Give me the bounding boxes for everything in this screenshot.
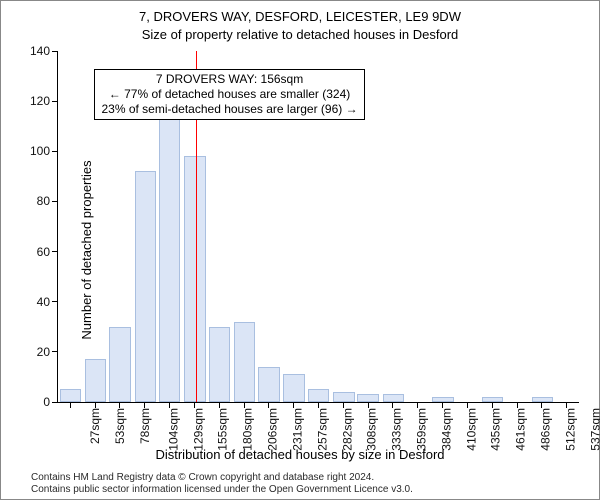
- x-tick-label: 435sqm: [489, 408, 503, 451]
- credit-line2: Contains public sector information licen…: [31, 484, 413, 496]
- x-tick: [119, 402, 120, 408]
- chart-container: 7, DROVERS WAY, DESFORD, LEICESTER, LE9 …: [0, 0, 600, 500]
- histogram-bar: [383, 394, 404, 402]
- x-tick-label: 308sqm: [365, 408, 379, 451]
- x-tick: [517, 402, 518, 408]
- annotation-line2: ← 77% of detached houses are smaller (32…: [101, 87, 357, 102]
- x-tick-label: 512sqm: [563, 408, 577, 451]
- y-tick-label: 140: [30, 44, 50, 58]
- credit-line1: Contains HM Land Registry data © Crown c…: [31, 472, 413, 484]
- annotation-line1: 7 DROVERS WAY: 156sqm: [101, 72, 357, 87]
- histogram-bar: [135, 171, 156, 402]
- histogram-bar: [283, 374, 304, 402]
- annotation-box: 7 DROVERS WAY: 156sqm ← 77% of detached …: [94, 69, 364, 120]
- x-tick: [70, 402, 71, 408]
- x-tick-label: 53sqm: [113, 408, 127, 444]
- x-tick-label: 282sqm: [340, 408, 354, 451]
- x-tick: [343, 402, 344, 408]
- x-tick-label: 384sqm: [439, 408, 453, 451]
- histogram-bar: [234, 322, 255, 402]
- chart-title-line2: Size of property relative to detached ho…: [1, 27, 599, 42]
- y-tick: [52, 402, 58, 403]
- y-tick: [52, 201, 58, 202]
- plot-area: 7 DROVERS WAY: 156sqm ← 77% of detached …: [57, 51, 579, 403]
- x-tick-label: 461sqm: [514, 408, 528, 451]
- x-tick: [566, 402, 567, 408]
- y-tick: [52, 101, 58, 102]
- x-tick: [492, 402, 493, 408]
- y-tick-label: 80: [37, 194, 50, 208]
- x-tick-label: 104sqm: [166, 408, 180, 451]
- y-tick-label: 20: [37, 345, 50, 359]
- x-tick-label: 257sqm: [315, 408, 329, 451]
- x-tick-label: 180sqm: [241, 408, 255, 451]
- histogram-bar: [209, 327, 230, 402]
- y-tick: [52, 51, 58, 52]
- y-tick: [52, 301, 58, 302]
- histogram-bar: [85, 359, 106, 402]
- x-tick: [417, 402, 418, 408]
- y-tick: [52, 251, 58, 252]
- x-tick: [368, 402, 369, 408]
- x-tick-label: 129sqm: [191, 408, 205, 451]
- x-tick: [144, 402, 145, 408]
- x-tick-label: 486sqm: [538, 408, 552, 451]
- y-tick: [52, 151, 58, 152]
- x-tick: [541, 402, 542, 408]
- x-tick: [244, 402, 245, 408]
- credits: Contains HM Land Registry data © Crown c…: [31, 472, 413, 495]
- x-tick: [95, 402, 96, 408]
- x-tick-label: 206sqm: [265, 408, 279, 451]
- x-tick-label: 537sqm: [588, 408, 600, 451]
- x-tick: [219, 402, 220, 408]
- x-tick-label: 27sqm: [88, 408, 102, 444]
- x-tick: [442, 402, 443, 408]
- x-axis-label: Distribution of detached houses by size …: [1, 447, 599, 462]
- y-tick-label: 40: [37, 295, 50, 309]
- x-tick: [194, 402, 195, 408]
- histogram-bar: [532, 397, 553, 402]
- x-tick-label: 78sqm: [138, 408, 152, 444]
- x-tick: [318, 402, 319, 408]
- x-tick-label: 333sqm: [389, 408, 403, 451]
- histogram-bar: [109, 327, 130, 402]
- x-tick-label: 231sqm: [290, 408, 304, 451]
- histogram-bar: [258, 367, 279, 402]
- x-tick: [467, 402, 468, 408]
- histogram-bar: [333, 392, 354, 402]
- x-tick: [392, 402, 393, 408]
- histogram-bar: [357, 394, 378, 402]
- histogram-bar: [159, 114, 180, 402]
- annotation-line3: 23% of semi-detached houses are larger (…: [101, 102, 357, 117]
- x-tick: [268, 402, 269, 408]
- histogram-bar: [308, 389, 329, 402]
- x-tick: [169, 402, 170, 408]
- y-tick-label: 60: [37, 245, 50, 259]
- chart-title-line1: 7, DROVERS WAY, DESFORD, LEICESTER, LE9 …: [1, 9, 599, 24]
- y-tick-label: 120: [30, 94, 50, 108]
- x-tick-label: 155sqm: [216, 408, 230, 451]
- x-tick-label: 359sqm: [414, 408, 428, 451]
- y-tick-label: 100: [30, 144, 50, 158]
- y-tick: [52, 351, 58, 352]
- x-tick-label: 410sqm: [464, 408, 478, 451]
- histogram-bar: [60, 389, 81, 402]
- x-tick: [293, 402, 294, 408]
- y-tick-label: 0: [43, 395, 50, 409]
